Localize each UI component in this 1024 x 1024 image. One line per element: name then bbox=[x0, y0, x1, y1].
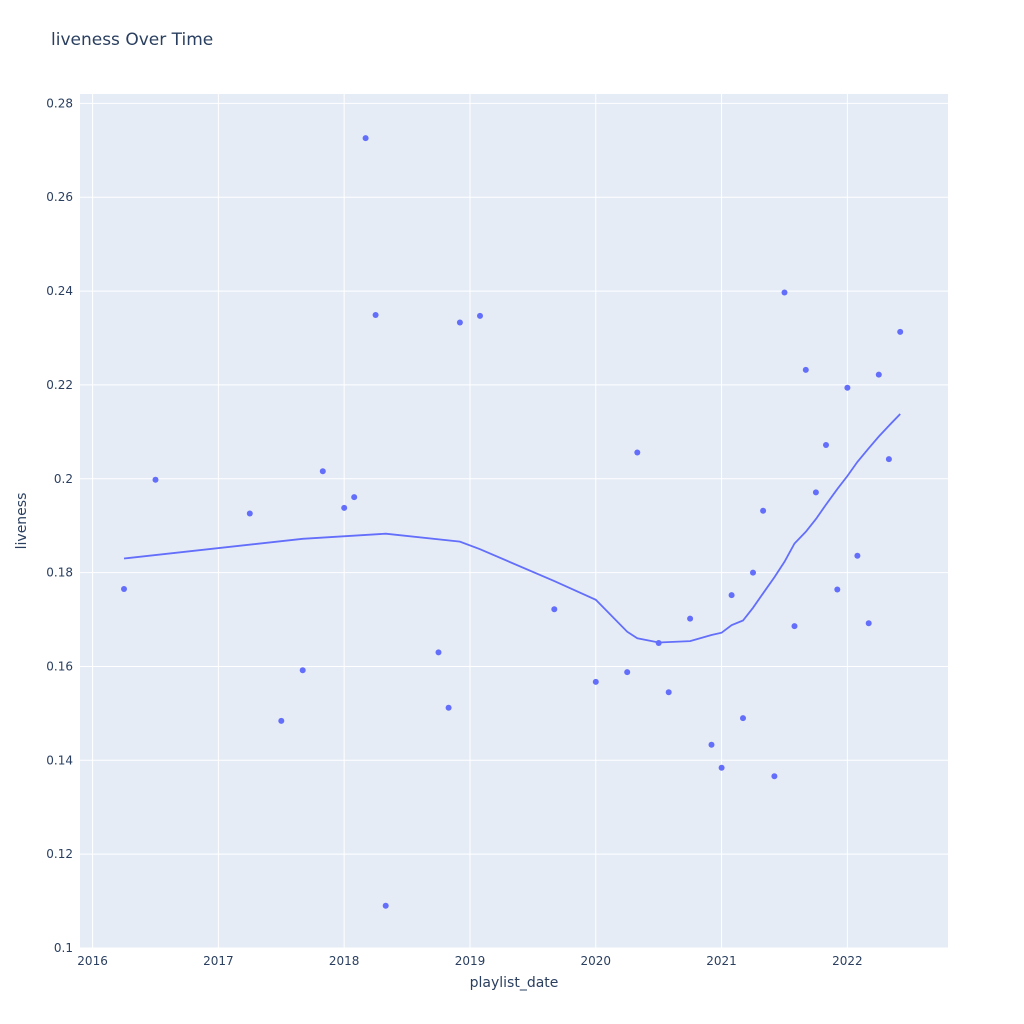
data-point[interactable] bbox=[477, 312, 483, 319]
data-point[interactable] bbox=[435, 649, 442, 656]
x-tick-label: 2017 bbox=[203, 954, 234, 968]
y-tick-label: 0.12 bbox=[46, 847, 73, 861]
data-point[interactable] bbox=[624, 669, 631, 676]
data-point[interactable] bbox=[551, 606, 558, 613]
data-point[interactable] bbox=[718, 764, 725, 771]
data-point[interactable] bbox=[823, 442, 829, 448]
data-point[interactable] bbox=[445, 704, 452, 711]
x-tick-label: 2021 bbox=[706, 954, 737, 968]
x-tick-label: 2019 bbox=[455, 954, 486, 968]
data-point[interactable] bbox=[246, 510, 253, 517]
y-tick-label: 0.24 bbox=[46, 284, 73, 298]
y-axis-title: liveness bbox=[14, 493, 30, 550]
data-point[interactable] bbox=[865, 620, 872, 627]
gridlines bbox=[80, 94, 948, 949]
data-point[interactable] bbox=[456, 319, 463, 326]
data-point[interactable] bbox=[341, 504, 348, 511]
data-point[interactable] bbox=[362, 135, 369, 142]
data-point[interactable] bbox=[299, 667, 306, 674]
data-point[interactable] bbox=[634, 449, 641, 456]
data-point[interactable] bbox=[351, 494, 358, 501]
data-point[interactable] bbox=[875, 371, 882, 378]
y-tick-label: 0.26 bbox=[46, 190, 73, 204]
data-point[interactable] bbox=[121, 586, 127, 592]
data-point[interactable] bbox=[750, 569, 756, 576]
x-tick-label: 2020 bbox=[580, 954, 611, 968]
chart-title: liveness Over Time bbox=[51, 30, 214, 50]
data-point[interactable] bbox=[854, 552, 861, 559]
data-point[interactable] bbox=[791, 623, 798, 630]
data-point[interactable] bbox=[771, 773, 778, 780]
y-tick-label: 0.22 bbox=[46, 378, 73, 392]
data-point[interactable] bbox=[844, 384, 851, 391]
data-point[interactable] bbox=[382, 902, 389, 909]
data-point[interactable] bbox=[897, 328, 904, 335]
plot-area bbox=[80, 94, 948, 948]
data-point[interactable] bbox=[781, 289, 788, 296]
y-tick-label: 0.28 bbox=[46, 96, 73, 110]
data-point[interactable] bbox=[372, 312, 379, 318]
x-tick-label: 2022 bbox=[832, 954, 863, 968]
y-tick-label: 0.1 bbox=[54, 941, 73, 955]
data-point[interactable] bbox=[278, 717, 285, 724]
data-point[interactable] bbox=[812, 489, 819, 496]
y-tick-label: 0.14 bbox=[46, 753, 73, 767]
trend-line bbox=[123, 413, 901, 644]
data-point[interactable] bbox=[592, 678, 599, 685]
y-tick-label: 0.18 bbox=[46, 566, 73, 580]
data-point[interactable] bbox=[152, 476, 159, 483]
y-tick-label: 0.2 bbox=[54, 472, 73, 486]
data-point[interactable] bbox=[802, 366, 809, 373]
x-tick-label: 2018 bbox=[329, 954, 360, 968]
data-point[interactable] bbox=[885, 456, 892, 463]
x-axis-title: playlist_date bbox=[470, 975, 559, 991]
data-point[interactable] bbox=[687, 615, 694, 622]
data-point[interactable] bbox=[319, 468, 326, 475]
y-tick-label: 0.16 bbox=[46, 659, 73, 673]
data-point[interactable] bbox=[708, 741, 715, 748]
data-point[interactable] bbox=[728, 592, 735, 599]
x-tick-label: 2016 bbox=[77, 954, 108, 968]
data-point[interactable] bbox=[740, 715, 746, 722]
data-point[interactable] bbox=[760, 507, 767, 514]
data-point[interactable] bbox=[834, 586, 841, 593]
data-point[interactable] bbox=[665, 689, 672, 696]
